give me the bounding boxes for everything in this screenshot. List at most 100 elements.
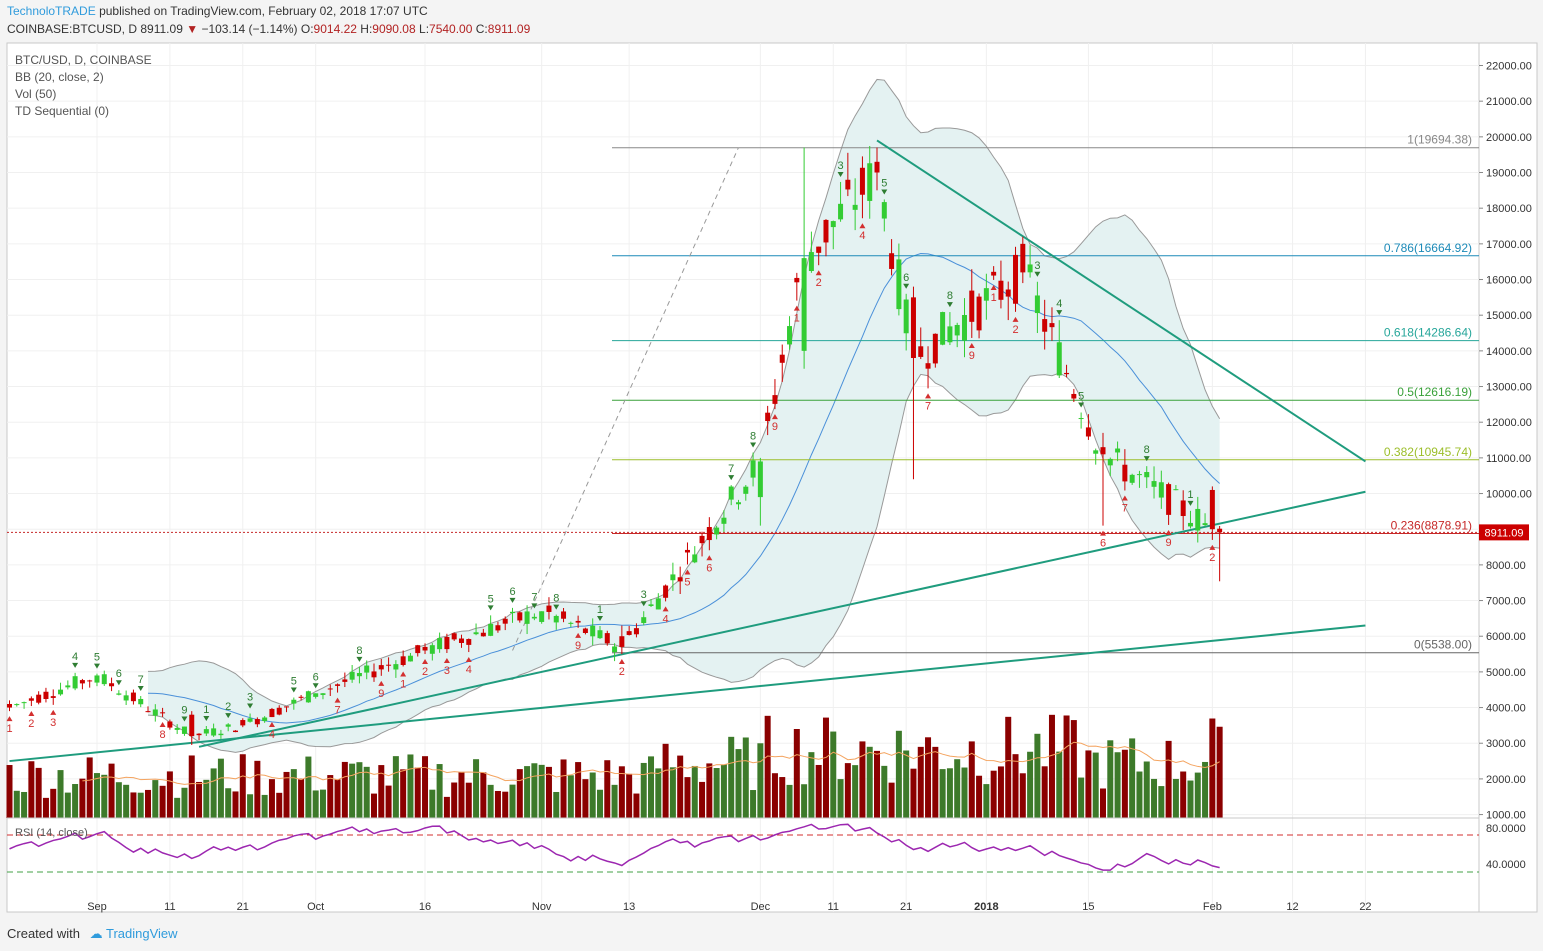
td-buy-marker — [443, 658, 450, 664]
td-count: 2 — [619, 666, 625, 678]
volume-bar — [268, 779, 275, 818]
tradingview-link[interactable]: TradingView — [106, 926, 178, 941]
candle-body — [765, 412, 771, 422]
candle-body — [364, 665, 370, 673]
y-tick-label: 20000.00 — [1486, 132, 1532, 144]
volume-bar — [895, 730, 902, 818]
td-count: 3 — [247, 692, 253, 704]
candle-body — [940, 312, 946, 345]
candle-body — [1166, 484, 1172, 515]
volume-bar — [1194, 772, 1201, 818]
td-buy-marker — [968, 342, 975, 348]
legend-td[interactable]: TD Sequential (0) — [15, 104, 110, 118]
volume-bar — [852, 765, 859, 818]
candlesticks — [7, 145, 1223, 746]
candle-body — [728, 486, 734, 500]
candle-body — [451, 633, 457, 640]
candle-body — [1122, 464, 1128, 482]
volume-bar — [502, 791, 509, 818]
td-count: 1 — [597, 604, 603, 616]
volume-bar — [925, 737, 932, 818]
legend-vol[interactable]: Vol (50) — [15, 87, 57, 101]
volume-bar — [1056, 751, 1063, 818]
td-count: 8 — [1144, 444, 1150, 456]
td-sell-marker — [115, 680, 122, 686]
volume-bar — [152, 780, 159, 818]
publish-info: TechnoloTRADE published on TradingView.c… — [7, 4, 428, 18]
td-count: 3 — [837, 160, 843, 172]
candle-body — [604, 633, 610, 644]
td-count: 6 — [1100, 538, 1106, 550]
volume-bar — [72, 784, 79, 818]
td-count: 8 — [750, 431, 756, 443]
legend-main[interactable]: BTC/USD, D, COINBASE — [15, 53, 152, 67]
x-tick-label: 13 — [623, 901, 635, 913]
td-sell-marker — [1056, 310, 1063, 316]
candle-body — [619, 636, 625, 647]
volume-bar — [764, 715, 771, 818]
td-count: 4 — [466, 664, 472, 676]
candle-body — [407, 655, 413, 662]
volume-bar — [968, 741, 975, 818]
volume-bar — [735, 749, 742, 818]
candle-body — [262, 717, 268, 722]
x-tick-label: Feb — [1203, 901, 1222, 913]
volume-bar — [1114, 752, 1121, 818]
y-tick-label: 5000.00 — [1486, 667, 1526, 679]
candle-body — [816, 246, 822, 253]
volume-bar — [356, 762, 363, 818]
volume-bar — [684, 777, 691, 818]
td-sell-marker — [312, 683, 319, 689]
td-buy-marker — [28, 711, 35, 717]
candle-body — [342, 679, 348, 682]
x-tick-label: 16 — [419, 901, 431, 913]
volume-bar — [640, 762, 647, 818]
volume-bar — [400, 769, 407, 818]
volume-bar — [946, 768, 953, 818]
candle-body — [517, 612, 523, 621]
td-sell-marker — [596, 615, 603, 621]
volume-bar — [1063, 715, 1070, 818]
td-buy-marker — [793, 305, 800, 311]
volume-bar — [79, 778, 86, 818]
volume-bar — [28, 761, 35, 818]
volume-bar — [217, 758, 224, 818]
td-count: 3 — [50, 717, 56, 729]
td-count: 6 — [116, 668, 122, 680]
td-count: 5 — [291, 676, 297, 688]
candle-body — [670, 574, 676, 581]
close-value: 8911.09 — [487, 22, 531, 36]
candle-body — [152, 709, 158, 716]
volume-bars — [6, 714, 1223, 818]
volume-bar — [720, 764, 727, 818]
td-count: 2 — [1209, 552, 1215, 564]
bb-fill — [148, 79, 1220, 753]
td-buy-marker — [400, 671, 407, 677]
volume-bar — [443, 796, 450, 818]
candle-body — [779, 354, 785, 363]
candle-body — [918, 346, 924, 357]
candle-body — [641, 617, 647, 624]
candle-body — [65, 685, 71, 688]
candle-body — [1209, 489, 1215, 530]
candle-body — [109, 683, 115, 687]
volume-bar — [276, 792, 283, 818]
publisher-name[interactable]: TechnoloTRADE — [7, 4, 96, 18]
td-count: 4 — [859, 230, 865, 242]
legend-bb[interactable]: BB (20, close, 2) — [15, 70, 104, 84]
td-buy-marker — [1121, 495, 1128, 501]
td-sell-marker — [225, 713, 232, 719]
candle-body — [28, 698, 34, 701]
grid — [7, 43, 1479, 912]
volume-bar — [786, 784, 793, 818]
legend-rsi[interactable]: RSI (14, close) — [15, 827, 88, 839]
candle-body — [21, 702, 27, 704]
volume-bar — [385, 785, 392, 818]
candle-body — [393, 664, 399, 670]
candle-body — [247, 718, 253, 722]
volume-bar — [961, 767, 968, 818]
last-price-tag — [1479, 524, 1529, 541]
candle-body — [750, 460, 756, 478]
td-count: 1 — [6, 723, 12, 735]
